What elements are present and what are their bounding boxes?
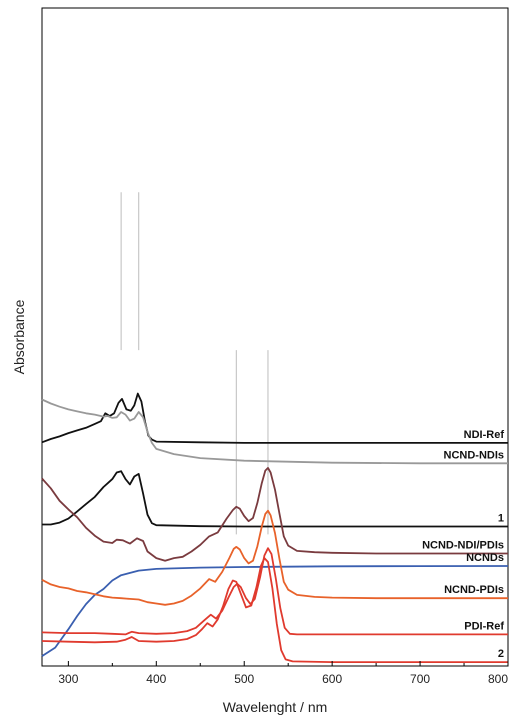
x-tick-label-4: 700: [410, 672, 430, 686]
series-label-5: NCND-PDIs: [444, 584, 504, 596]
y-axis-title: Absorbance: [11, 299, 27, 374]
x-tick-label-3: 600: [322, 672, 342, 686]
x-tick-label-1: 400: [146, 672, 166, 686]
series-line-0: [41, 565, 509, 657]
series-line-4: [41, 467, 508, 562]
x-axis-title: Wavelenght / nm: [223, 699, 328, 715]
series-label-3: NCND-NDIs: [444, 449, 505, 461]
series-label-2: NDI-Ref: [464, 429, 505, 441]
x-tick-label-2: 500: [234, 672, 254, 686]
x-axis-ticks: 300 400 500 600 700 800: [58, 661, 509, 686]
series-label-4: NCND-NDI/PDIs: [422, 540, 504, 552]
series-label-0: NCNDs: [466, 552, 504, 564]
series-line-1: [42, 470, 508, 528]
series-label-6: PDI-Ref: [464, 620, 504, 632]
series-line-6: [41, 547, 508, 636]
series-line-3: [41, 398, 508, 465]
series-label-1: 1: [498, 513, 504, 525]
series-line-5: [41, 509, 508, 606]
series-group: [41, 392, 509, 663]
plot-frame: [41, 7, 509, 667]
x-tick-label-0: 300: [58, 672, 78, 686]
series-label-7: 2: [498, 648, 504, 660]
x-tick-label-5: 800: [488, 672, 508, 686]
series-line-2: [41, 392, 508, 444]
series-line-7: [41, 557, 508, 663]
reference-lines: [120, 192, 269, 535]
series-labels: NCNDs 1 NDI-Ref NCND-NDIs NCND-NDI/PDIs NCND-…: [422, 429, 504, 660]
